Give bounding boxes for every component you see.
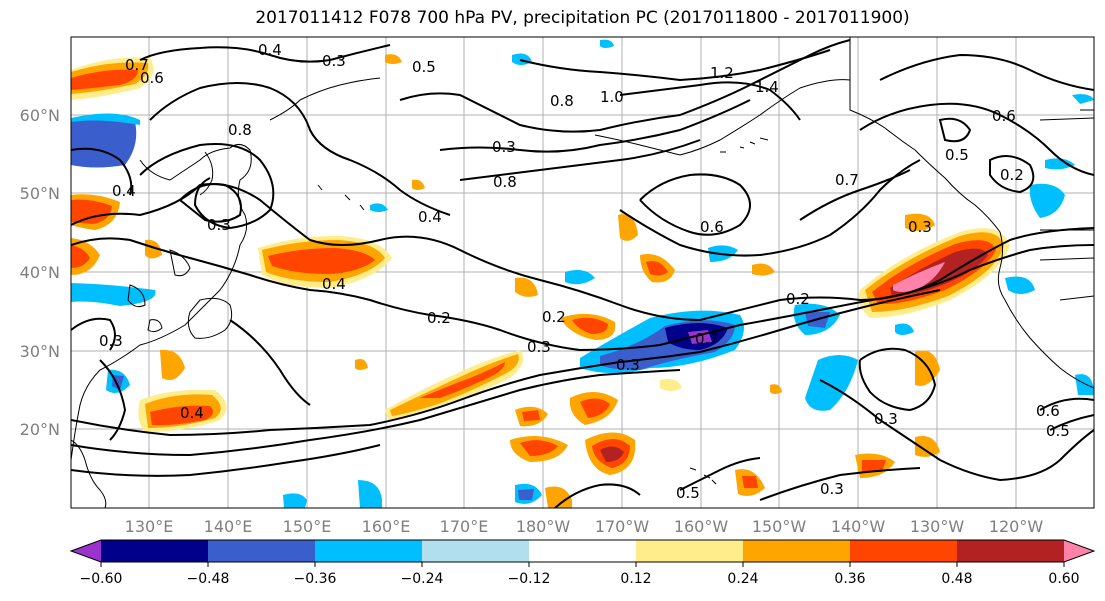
precip-positive-anomalies — [71, 54, 1010, 508]
map-content — [71, 37, 1094, 508]
contour-label: 0.5 — [676, 484, 700, 502]
contour-label: 0.7 — [125, 56, 149, 74]
colorbar-tick-label: −0.48 — [187, 571, 230, 587]
pv-contours — [71, 39, 1094, 508]
colorbar-segment — [422, 540, 530, 562]
lon-label: 150°E — [283, 517, 332, 536]
lon-label: 150°W — [752, 517, 807, 536]
contour-label: 0.2 — [1000, 166, 1024, 184]
colorbar-segment — [743, 540, 851, 562]
colorbar-ticks: −0.60 −0.48 −0.36 −0.24 −0.12 0.12 0.24 0.36 0.4… — [80, 562, 1080, 587]
lon-label: 120°W — [989, 517, 1044, 536]
contour-label: 1.4 — [755, 78, 779, 96]
lon-label: 160°W — [674, 517, 729, 536]
map-frame — [70, 36, 1095, 509]
contour-label: 0.2 — [427, 309, 451, 327]
contour-label: 0.3 — [207, 216, 231, 234]
contour-label: 0.3 — [492, 138, 516, 156]
contour-label: 0.3 — [616, 356, 640, 374]
colorbar-tick-label: −0.60 — [80, 571, 123, 587]
colorbar-tick-label: −0.24 — [401, 571, 444, 587]
contour-label: 0.4 — [322, 275, 346, 293]
colorbar-tick-label: 0.36 — [834, 571, 865, 587]
contour-label: 0.3 — [322, 52, 346, 70]
lon-label: 130°E — [125, 517, 174, 536]
lon-label: 140°W — [831, 517, 886, 536]
contour-label: 0.4 — [418, 208, 442, 226]
contour-label: 0.5 — [945, 146, 969, 164]
contour-label: 0.7 — [835, 171, 859, 189]
contour-labels: 0.7 0.6 0.4 0.3 0.5 0.8 1.0 1.2 1.4 0.8 … — [99, 41, 1070, 502]
colorbar-segment — [101, 540, 209, 562]
contour-label: 0.4 — [112, 182, 136, 200]
lon-label: 130°W — [910, 517, 965, 536]
lat-label-50n: 50°N — [20, 184, 60, 203]
contour-label: 0.3 — [820, 480, 844, 498]
contour-label: 0.6 — [1036, 402, 1060, 420]
contour-label: 1.2 — [710, 64, 734, 82]
colorbar-segment — [315, 540, 423, 562]
colorbar-tick-label: 0.12 — [620, 571, 651, 587]
colorbar-tick-label: −0.36 — [294, 571, 337, 587]
colorbar-tick-label: −0.12 — [508, 571, 551, 587]
colorbar-extend-max — [1064, 540, 1094, 562]
colorbar-segment — [636, 540, 744, 562]
lat-label-20n: 20°N — [20, 420, 60, 439]
contour-label: 0.6 — [140, 69, 164, 87]
colorbar-segment — [529, 540, 637, 562]
contour-label: 0.2 — [542, 308, 566, 326]
contour-label: 0.3 — [908, 218, 932, 236]
contour-label: 0.3 — [874, 410, 898, 428]
latitude-labels: 60°N 50°N 40°N 30°N 20°N — [20, 106, 60, 439]
precip-negative-anomalies — [71, 39, 1094, 508]
contour-label: 0.7 — [695, 330, 719, 348]
colorbar-tick-label: 0.24 — [727, 571, 758, 587]
contour-label: 0.5 — [1046, 422, 1070, 440]
lat-label-40n: 40°N — [20, 263, 60, 282]
contour-label: 0.6 — [700, 218, 724, 236]
contour-label: 0.8 — [228, 121, 252, 139]
colorbar-segment — [850, 540, 958, 562]
colorbar-segment — [957, 540, 1065, 562]
graticule — [71, 37, 1094, 508]
lon-label: 180°W — [516, 517, 571, 536]
contour-label: 0.3 — [527, 338, 551, 356]
colorbar-tick-label: 0.60 — [1048, 571, 1079, 587]
coastlines — [71, 37, 1094, 508]
contour-label: 0.5 — [412, 58, 436, 76]
lon-label: 140°E — [204, 517, 253, 536]
contour-label: 0.3 — [99, 332, 123, 350]
contour-label: 1.0 — [600, 88, 624, 106]
contour-label: 0.4 — [258, 41, 282, 59]
contour-label: 0.8 — [550, 92, 574, 110]
contour-label: 0.4 — [180, 404, 204, 422]
lat-label-60n: 60°N — [20, 106, 60, 125]
lat-label-30n: 30°N — [20, 342, 60, 361]
lon-label: 170°W — [595, 517, 650, 536]
contour-label: 0.6 — [992, 107, 1016, 125]
map-title: 2017011412 F078 700 hPa PV, precipitatio… — [255, 8, 910, 28]
lon-label: 170°E — [440, 517, 489, 536]
contour-label: 0.8 — [493, 173, 517, 191]
longitude-labels: 130°E 140°E 150°E 160°E 170°E 180°W 170°… — [125, 517, 1044, 536]
contour-label: 0.2 — [786, 290, 810, 308]
lon-label: 160°E — [362, 517, 411, 536]
colorbar-segment — [208, 540, 316, 562]
colorbar-extend-min — [71, 540, 101, 562]
colorbar-tick-label: 0.48 — [941, 571, 972, 587]
colorbar — [69, 539, 1096, 563]
